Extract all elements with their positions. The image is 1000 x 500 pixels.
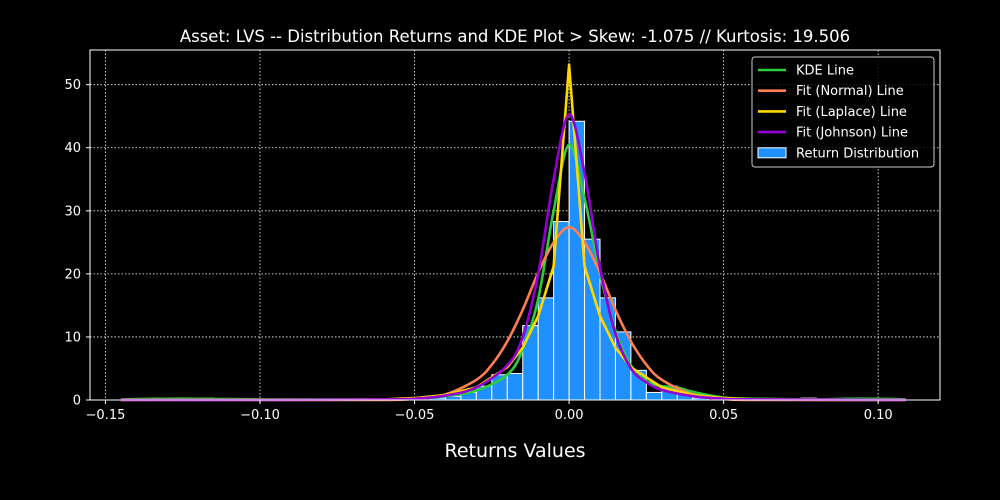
legend-swatch-return-distribution <box>757 147 787 159</box>
legend-label-fit-normal-line: Fit (Normal) Line <box>796 84 904 99</box>
x-tick-label: 0.05 <box>709 408 738 423</box>
y-tick-label: 40 <box>64 141 81 156</box>
histogram-bar <box>599 297 616 401</box>
y-tick-label: 50 <box>64 78 81 93</box>
x-axis-label: Returns Values <box>444 440 585 462</box>
y-tick-label: 0 <box>73 394 81 409</box>
legend: KDE Line Fit (Normal) Line Fit (Laplace) L… <box>751 56 935 168</box>
histogram-bar <box>491 374 508 401</box>
x-tick-label: 0.00 <box>555 408 584 423</box>
x-tick-label: −0.05 <box>395 408 435 423</box>
legend-box <box>751 56 935 168</box>
fit-lines <box>120 63 907 402</box>
chart-title: Asset: LVS -- Distribution Returns and K… <box>180 27 850 46</box>
histogram-bar <box>522 325 539 401</box>
legend-label-return-distribution: Return Distribution <box>796 146 919 161</box>
x-axis: −0.15 −0.10 −0.05 0.00 0.05 0.10 <box>86 400 893 423</box>
series-line-fit-johnson-line <box>120 113 907 402</box>
plot-frame <box>89 49 941 401</box>
legend-label-fit-laplace-line: Fit (Laplace) Line <box>796 105 907 120</box>
y-tick-label: 20 <box>64 267 81 282</box>
legend-label-fit-johnson-line: Fit (Johnson) Line <box>796 126 908 141</box>
histogram-bar <box>537 297 555 401</box>
x-tick-label: 0.10 <box>864 408 893 423</box>
x-tick-label: −0.15 <box>86 408 126 423</box>
y-tick-label: 10 <box>64 330 81 345</box>
legend-label-kde-line: KDE Line <box>796 64 854 79</box>
y-tick-label: 30 <box>64 204 81 219</box>
y-axis: 0 10 20 30 40 50 <box>64 78 90 409</box>
x-tick-label: −0.10 <box>240 408 280 423</box>
histogram-bar <box>645 391 663 401</box>
histogram-bar <box>506 373 524 401</box>
